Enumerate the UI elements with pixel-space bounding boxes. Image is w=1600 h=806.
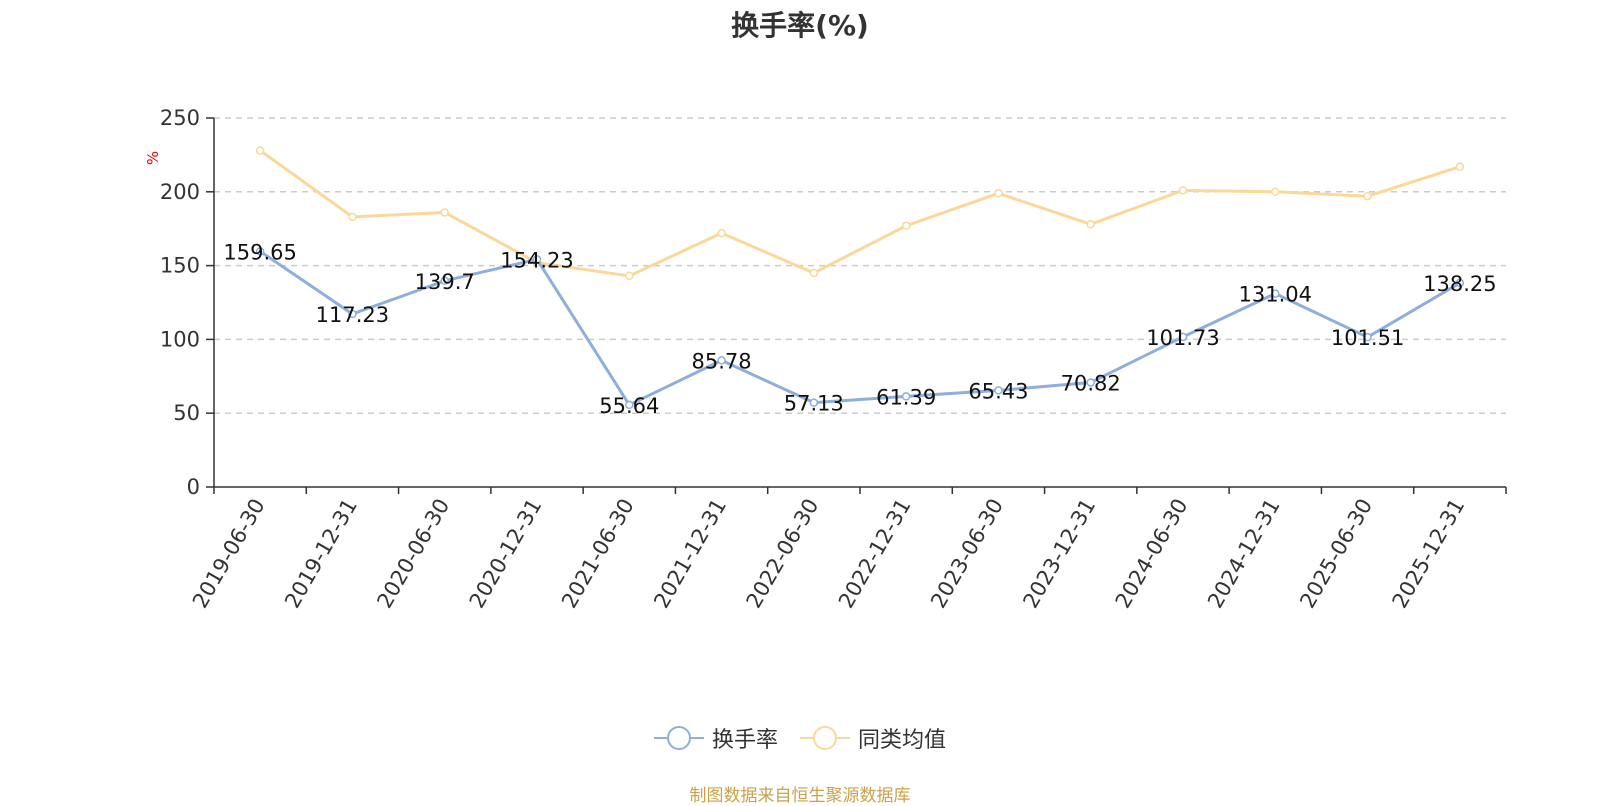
data-label-turnover: 101.73 bbox=[1146, 326, 1219, 350]
data-point-peer-average bbox=[1086, 220, 1095, 229]
legend: 换手率 同类均值 bbox=[0, 722, 1600, 754]
data-labels: 159.65 117.23 139.7 154.23 55.64 85.78 57.13 61… bbox=[223, 240, 1496, 418]
y-tick-label: 150 bbox=[160, 254, 200, 278]
data-point-peer-average bbox=[1363, 191, 1372, 201]
data-point-turnover bbox=[1363, 332, 1372, 342]
x-tick-label: 2019-12-31 bbox=[280, 495, 362, 613]
data-label-turnover: 57.13 bbox=[784, 392, 844, 416]
data-point-turnover bbox=[717, 356, 726, 365]
x-tick-label: 2020-06-30 bbox=[372, 495, 454, 613]
legend-line-circle-icon bbox=[800, 725, 850, 751]
x-tick-label: 2024-12-31 bbox=[1203, 495, 1285, 613]
data-label-turnover: 85.78 bbox=[692, 349, 752, 373]
data-label-turnover: 70.82 bbox=[1061, 371, 1121, 395]
x-tick-label: 2021-06-30 bbox=[557, 495, 639, 613]
data-point-peer-average bbox=[1455, 162, 1465, 171]
data-label-turnover: 159.65 bbox=[223, 240, 296, 264]
data-point-turnover bbox=[1178, 332, 1188, 342]
data-point-turnover bbox=[348, 309, 357, 319]
x-tick-label: 2022-12-31 bbox=[834, 494, 916, 612]
data-point-turnover bbox=[625, 400, 634, 410]
data-label-turnover: 138.25 bbox=[1423, 272, 1496, 296]
data-point-peer-average bbox=[994, 189, 1003, 198]
y-tick-label: 0 bbox=[187, 475, 200, 499]
data-point-peer-average bbox=[1271, 187, 1280, 197]
series-line-turnover bbox=[259, 250, 1461, 407]
y-tick-label: 50 bbox=[173, 401, 200, 425]
data-point-turnover bbox=[255, 247, 265, 256]
x-tick-label: 2023-06-30 bbox=[926, 495, 1008, 613]
source-note: 制图数据来自恒生聚源数据库 bbox=[689, 786, 911, 806]
data-label-turnover: 131.04 bbox=[1239, 283, 1312, 307]
x-tick-label: 2024-06-30 bbox=[1111, 495, 1193, 613]
x-tick-label: 2019-06-30 bbox=[188, 495, 270, 613]
data-label-turnover: 55.64 bbox=[599, 394, 659, 418]
data-label-turnover: 61.39 bbox=[876, 385, 936, 409]
legend-label-turnover: 换手率 bbox=[711, 728, 778, 753]
series-line-peer-average bbox=[259, 149, 1461, 278]
data-point-peer-average bbox=[1178, 186, 1188, 195]
legend-item-turnover[interactable]: 换手率 bbox=[653, 722, 778, 754]
data-point-turnover bbox=[1271, 289, 1280, 298]
data-point-peer-average bbox=[348, 212, 357, 222]
chart-title: 换手率(%) bbox=[731, 9, 869, 42]
data-point-turnover bbox=[994, 386, 1003, 395]
legend-line-circle-icon bbox=[653, 725, 704, 751]
data-label-turnover: 139.7 bbox=[415, 270, 475, 294]
data-point-turnover bbox=[1086, 378, 1095, 387]
legend-circle-turnover bbox=[666, 726, 691, 750]
legend-label-peer-average: 同类均值 bbox=[858, 728, 947, 753]
x-tick-label: 2025-12-31 bbox=[1388, 495, 1470, 613]
data-label-turnover: 65.43 bbox=[968, 379, 1028, 403]
data-label-turnover: 117.23 bbox=[316, 303, 389, 327]
series bbox=[255, 146, 1465, 410]
y-tick-label: 250 bbox=[160, 106, 200, 130]
data-point-peer-average bbox=[255, 146, 265, 155]
x-tick-label: 2022-06-30 bbox=[742, 495, 824, 613]
data-point-peer-average bbox=[717, 228, 726, 238]
data-label-turnover: 154.23 bbox=[500, 248, 573, 272]
data-point-turnover bbox=[440, 276, 449, 286]
data-label-turnover: 101.51 bbox=[1331, 326, 1404, 350]
data-point-turnover bbox=[532, 255, 542, 264]
legend-item-peer-average[interactable]: 同类均值 bbox=[800, 722, 946, 754]
data-point-peer-average bbox=[440, 208, 449, 217]
data-point-turnover bbox=[1455, 278, 1465, 288]
x-tick-label: 2020-12-31 bbox=[465, 495, 547, 613]
data-point-turnover bbox=[901, 392, 911, 401]
y-axis-unit-label: % bbox=[144, 151, 162, 165]
x-tick-label: 2023-12-31 bbox=[1018, 495, 1100, 613]
y-tick-label: 100 bbox=[160, 327, 200, 351]
data-point-peer-average bbox=[625, 271, 634, 281]
legend-circle-peer-average bbox=[813, 726, 837, 750]
grid-lines bbox=[214, 117, 1506, 414]
data-point-peer-average bbox=[809, 268, 819, 278]
data-point-peer-average bbox=[901, 221, 911, 230]
data-point-turnover bbox=[809, 398, 819, 407]
y-tick-label: 200 bbox=[160, 180, 200, 204]
x-tick-label: 2021-12-31 bbox=[649, 495, 731, 613]
x-tick-label: 2025-06-30 bbox=[1295, 495, 1377, 613]
